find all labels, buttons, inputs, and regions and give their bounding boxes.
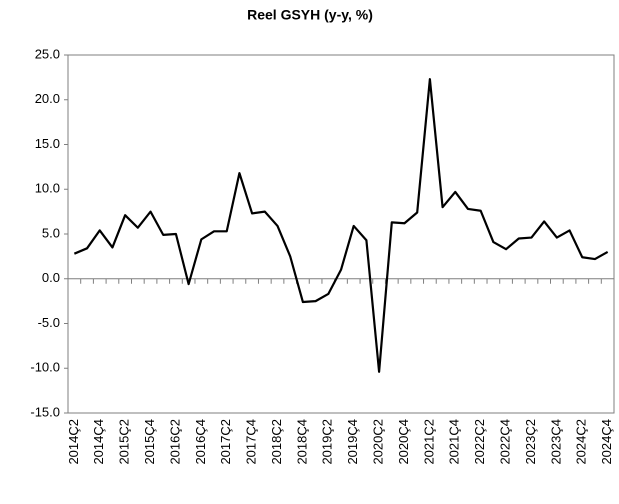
x-tick-label: 2022Ç2 [472, 419, 487, 465]
plot-area [67, 54, 615, 414]
y-tick-label: 5.0 [42, 225, 60, 240]
x-tick-label: 2014Ç2 [66, 419, 81, 465]
x-tick-label: 2022Ç4 [498, 419, 513, 465]
x-tick-label: 2023Ç4 [548, 419, 563, 465]
x-tick-label: 2020Ç2 [371, 419, 386, 465]
x-tick-label: 2015Ç2 [117, 419, 132, 465]
y-tick-label: -10.0 [30, 360, 60, 375]
x-tick-label: 2014Ç4 [91, 419, 106, 465]
x-tick-label: 2024Ç2 [574, 419, 589, 465]
y-tick-label: 0.0 [42, 270, 60, 285]
x-tick-label: 2018Ç4 [294, 419, 309, 465]
y-tick-label: 10.0 [35, 181, 60, 196]
y-tick-label: 25.0 [35, 46, 60, 61]
x-tick-label: 2015Ç4 [142, 419, 157, 465]
y-tick-label: 20.0 [35, 91, 60, 106]
y-tick-label: -5.0 [38, 315, 60, 330]
x-tick-label: 2019Ç2 [320, 419, 335, 465]
x-tick-label: 2016Ç4 [193, 419, 208, 465]
x-tick-label: 2016Ç2 [167, 419, 182, 465]
x-tick-label: 2023Ç2 [523, 419, 538, 465]
x-tick-label: 2021Ç4 [447, 419, 462, 465]
x-tick-label: 2017Ç4 [244, 419, 259, 465]
x-tick-label: 2024Ç4 [599, 419, 614, 465]
data-line [73, 78, 609, 373]
chart-title: Reel GSYH (y-y, %) [247, 7, 373, 23]
x-tick-label: 2019Ç4 [345, 419, 360, 465]
y-tick-label: 15.0 [35, 136, 60, 151]
x-tick-label: 2018Ç2 [269, 419, 284, 465]
y-tick-label: -15.0 [30, 404, 60, 419]
x-tick-label: 2021Ç2 [421, 419, 436, 465]
x-tick-label: 2017Ç2 [218, 419, 233, 465]
x-tick-label: 2020Ç4 [396, 419, 411, 465]
